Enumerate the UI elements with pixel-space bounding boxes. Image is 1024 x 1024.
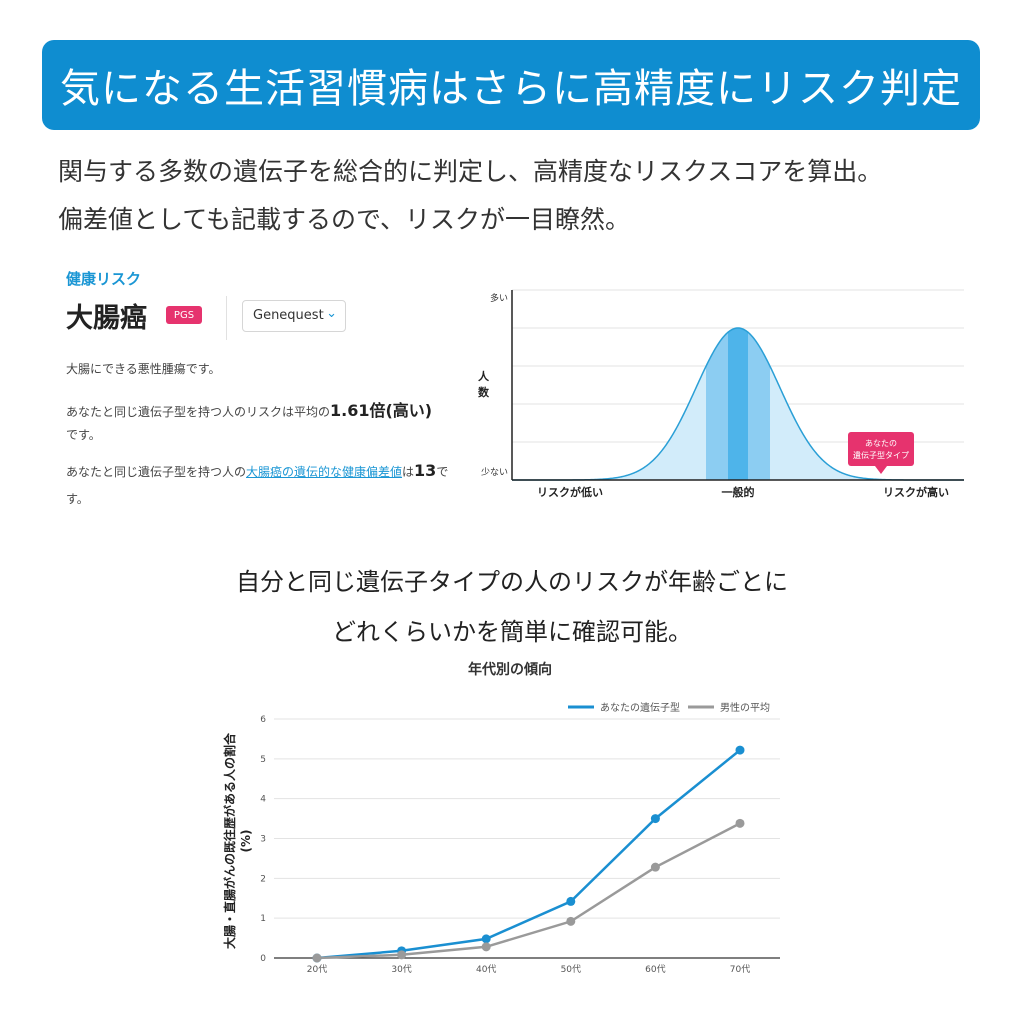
chart-legend: あなたの遺伝子型 男性の平均 (568, 701, 770, 714)
deviation-link[interactable]: 大腸癌の遺伝的な健康偏差値 (246, 465, 403, 479)
series-point-1 (397, 950, 407, 960)
series-point-1 (566, 916, 576, 926)
y-axis-label-2: 数 (478, 385, 490, 399)
description-1: 大腸にできる悪性腫瘍です。 (66, 362, 221, 376)
description-text: 大腸にできる悪性腫瘍です。 (66, 360, 221, 377)
y-axis-unit: (%) (239, 830, 253, 853)
series-line-1 (316, 822, 741, 960)
header-banner: 気になる生活習慣病はさらに高精度にリスク判定 (42, 40, 980, 130)
intro-line-1: 関与する多数の遺伝子を総合的に判定し、高精度なリスクスコアを算出。 (58, 157, 883, 186)
relative-risk-suffix: です。 (66, 428, 101, 442)
x-tick-label: 40代 (476, 964, 496, 975)
genotype-marker: あなたの 遺伝子型タイプ (848, 432, 914, 474)
series-point-0 (650, 814, 660, 824)
marker-pointer (875, 466, 887, 474)
y-tick-label: 3 (260, 835, 266, 845)
x-mid-label: 一般的 (722, 485, 755, 499)
relative-risk-value: 1.61倍(高い) (330, 401, 433, 420)
x-tick-label: 60代 (645, 964, 665, 975)
age-trend-intro-1: 自分と同じ遺伝子タイプの人のリスクが年齢ごとに (236, 568, 788, 596)
legend-label-average: 男性の平均 (720, 701, 770, 714)
y-axis-label-1: 人 (478, 369, 490, 383)
marker-box (848, 432, 914, 466)
y-bottom-label: 少ない (481, 467, 508, 478)
y-tick-label: 0 (260, 954, 266, 964)
y-tick-label: 2 (260, 874, 266, 884)
x-tick-label: 30代 (391, 964, 411, 975)
y-axis-title: 大腸・直腸がんの既往歴がある人の割合 (222, 732, 237, 949)
deviation-value: 13 (414, 461, 437, 480)
series-line-0 (316, 749, 741, 960)
relative-risk-prefix: あなたと同じ遺伝子型を持つ人のリスクは平均の (66, 405, 331, 419)
chart-title: 年代別の傾向 (468, 661, 552, 678)
series-point-1 (481, 942, 491, 952)
series-point-1 (650, 862, 660, 872)
pgs-badge: PGS (166, 306, 202, 324)
deviation-suffix-a: で (436, 465, 449, 479)
x-high-label: リスクが高い (883, 485, 949, 499)
dropdown-value: Genequest (253, 308, 324, 323)
distribution-center (728, 328, 748, 480)
series-point-0 (481, 934, 491, 944)
section-label: 健康リスク (66, 270, 142, 288)
series-point-1 (312, 953, 322, 963)
intro-text: 関与する多数の遺伝子を総合的に判定し、高精度なリスクスコアを算出。 偏差値として… (58, 148, 882, 244)
age-trend-chart: 年代別の傾向 あなたの遺伝子型 男性の平均 0 1 2 3 4 5 6 20代 30代 40代 50… (222, 661, 780, 975)
intro-line-2: 偏差値としても記載するので、リスクが一目瞭然。 (58, 205, 631, 234)
legend-label-genotype: あなたの遺伝子型 (600, 701, 680, 714)
y-tick-label: 1 (260, 914, 266, 924)
series-point-1 (735, 818, 745, 828)
deviation-prefix: あなたと同じ遺伝子型を持つ人の (66, 465, 247, 479)
x-low-label: リスクが低い (537, 485, 603, 499)
series-point-0 (566, 896, 576, 906)
age-trend-intro-2: どれくらいかを簡単に確認可能。 (332, 618, 692, 646)
y-tick-label: 4 (260, 795, 266, 805)
y-tick-label: 6 (260, 715, 266, 725)
series-point-0 (735, 745, 745, 755)
marker-label-1: あなたの (865, 439, 897, 448)
x-tick-label: 70代 (730, 964, 750, 975)
deviation-suffix-b: す。 (66, 492, 89, 506)
deviation-line: あなたと同じ遺伝子型を持つ人の大腸癌の遺伝的な健康偏差値は13で (66, 461, 448, 480)
y-tick-label: 5 (260, 755, 266, 765)
y-top-label: 多い (490, 292, 508, 304)
marker-label-2: 遺伝子型タイプ (853, 450, 909, 460)
x-tick-label: 50代 (561, 964, 581, 975)
x-tick-label: 20代 (307, 964, 327, 975)
divider (226, 296, 227, 340)
disease-title: 大腸癌 (66, 303, 147, 334)
chevron-down-icon: ⌄ (326, 306, 337, 321)
deviation-mid: は (402, 465, 415, 479)
risk-distribution-chart: 多い 少ない 人 数 リスクが低い 一般的 リスクが高い あなたの 遺伝子型タイ… (478, 289, 964, 499)
banner-title: 気になる生活習慣病はさらに高精度にリスク判定 (60, 66, 962, 112)
source-dropdown[interactable]: Genequest ⌄ (242, 300, 346, 332)
relative-risk-line: あなたと同じ遺伝子型を持つ人のリスクは平均の1.61倍(高い) (66, 397, 432, 421)
